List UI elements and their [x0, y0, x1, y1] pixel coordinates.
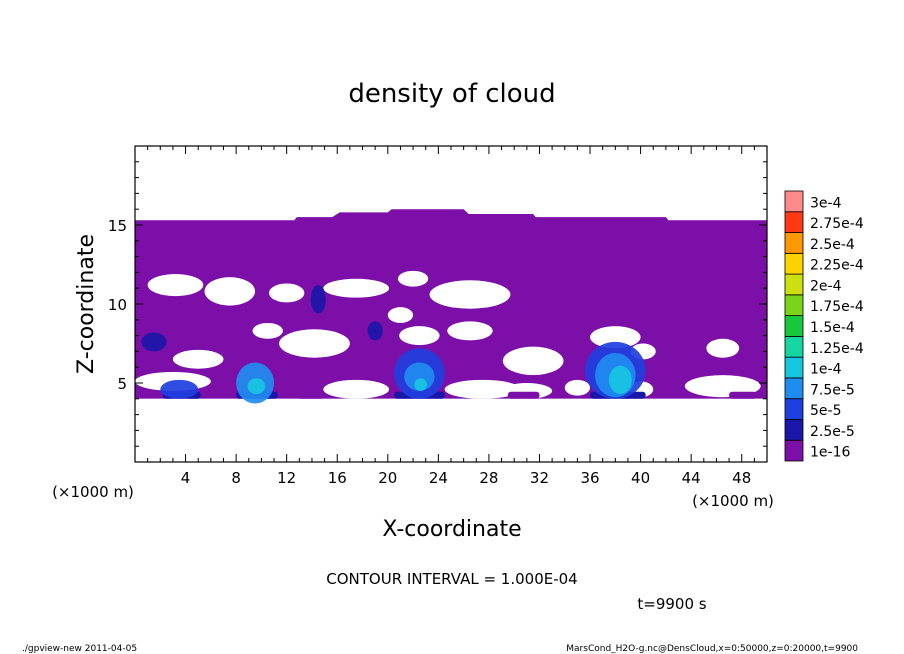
x-axis-label: X-coordinate — [382, 517, 521, 542]
clear-region — [399, 326, 440, 346]
legend-swatch — [784, 419, 804, 441]
density-core — [404, 362, 435, 391]
clear-region — [706, 338, 740, 358]
x-tick-label: 12 — [277, 469, 296, 487]
density-core — [414, 378, 427, 391]
x-tick-label: 44 — [682, 469, 701, 487]
density-core — [160, 379, 199, 399]
legend-swatch — [784, 252, 804, 275]
legend-label: 2.5e-5 — [810, 424, 855, 440]
cloud-base-strip — [296, 391, 325, 399]
x-unit-right: (×1000 m) — [692, 492, 774, 510]
legend-swatch — [784, 335, 804, 358]
clear-region — [429, 280, 511, 309]
clear-region — [172, 349, 224, 369]
clear-region — [279, 329, 350, 358]
legend-label: 1.75e-4 — [810, 299, 864, 315]
x-tick-label: 28 — [479, 469, 498, 487]
legend-swatch — [784, 190, 804, 213]
x-tick-label: 8 — [231, 469, 241, 487]
x-tick-label: 4 — [181, 469, 191, 487]
legend-label: 1.25e-4 — [810, 341, 864, 357]
x-tick-label: 16 — [328, 469, 347, 487]
y-tick-label: 15 — [108, 217, 127, 235]
clear-region — [204, 277, 256, 306]
x-tick-label: 48 — [732, 469, 751, 487]
legend-label: 3e-4 — [810, 195, 842, 211]
clear-region — [147, 273, 204, 297]
legend-swatch — [784, 398, 804, 420]
legend-swatch — [784, 315, 804, 337]
clear-region — [564, 379, 591, 396]
cloud-base-strip — [507, 391, 540, 399]
cloud-field — [135, 209, 767, 462]
contour-interval-text: CONTOUR INTERVAL = 1.000E-04 — [326, 570, 577, 588]
color-legend: 1e-16 2.5e-5 5e-5 7.5e-5 1e-4 1.25e-4 1.5e-4 1.… — [784, 190, 864, 462]
clear-region — [268, 283, 305, 303]
legend-label: 2e-4 — [810, 278, 842, 294]
clear-region — [323, 379, 390, 399]
clear-region — [590, 326, 641, 349]
density-core — [367, 321, 383, 341]
legend-swatch — [784, 356, 804, 379]
time-label: t=9900 s — [637, 595, 706, 613]
x-tick-label: 32 — [530, 469, 549, 487]
legend-swatch — [784, 232, 804, 254]
legend-swatch — [784, 377, 804, 400]
legend-swatch — [784, 439, 804, 462]
legend-swatch — [784, 211, 804, 233]
legend-label: 5e-5 — [810, 403, 841, 419]
chart-title: density of cloud — [348, 79, 555, 109]
legend-label: 1e-4 — [810, 362, 842, 378]
clear-region — [502, 346, 564, 376]
legend-label: 1e-16 — [810, 445, 850, 461]
density-core — [247, 378, 266, 395]
clear-region — [387, 307, 414, 323]
legend-label: 2.25e-4 — [810, 258, 864, 274]
cloud-base-strip — [729, 391, 757, 399]
clear-region — [252, 322, 283, 339]
clear-region — [444, 379, 521, 399]
legend-label: 7.5e-5 — [810, 382, 855, 398]
footer-left: ./gpview-new 2011-04-05 — [22, 644, 137, 654]
legend-label: 2.75e-4 — [810, 216, 864, 232]
legend-swatch — [784, 273, 804, 296]
clear-region — [447, 321, 493, 341]
plot-area — [135, 209, 767, 462]
legend-label: 2.5e-4 — [810, 237, 855, 253]
density-core — [141, 332, 167, 352]
x-tick-label: 36 — [580, 469, 599, 487]
legend-swatch — [784, 294, 804, 317]
y-axis-label: Z-coordinate — [74, 234, 99, 374]
footer-right: MarsCond_H2O-g.nc@DensCloud,x=0:50000,z=… — [566, 644, 858, 654]
density-core — [609, 365, 632, 395]
clear-below-base — [135, 398, 767, 462]
clear-region — [397, 270, 429, 287]
x-tick-label: 20 — [378, 469, 397, 487]
density-core — [310, 285, 326, 314]
clear-region — [323, 278, 390, 298]
y-tick-label: 10 — [108, 296, 127, 314]
x-tick-label: 24 — [429, 469, 448, 487]
x-tick-label: 40 — [631, 469, 650, 487]
legend-label: 1.5e-4 — [810, 320, 855, 336]
y-tick-label: 5 — [117, 375, 127, 393]
x-unit-left: (×1000 m) — [52, 483, 134, 501]
